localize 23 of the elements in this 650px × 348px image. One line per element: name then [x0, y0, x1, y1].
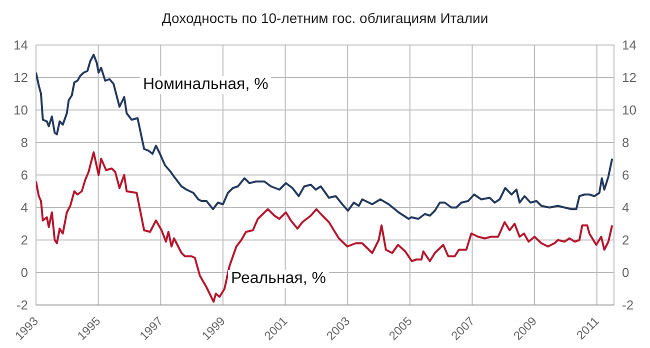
- chart-title: Доходность по 10-летним гос. облигациям Италии: [160, 10, 490, 26]
- y-tick-label: 8: [20, 135, 28, 150]
- y-tick-label: -2: [16, 298, 28, 313]
- y2-tick-label: 2: [622, 232, 630, 248]
- y-tick-label: 14: [14, 38, 28, 53]
- y2-tick-label: 4: [622, 200, 630, 216]
- line-series: [36, 54, 614, 220]
- y2-tick-label: -2: [622, 298, 634, 313]
- y2-tick-label: 6: [622, 168, 630, 183]
- y2-tick-label: 0: [622, 265, 630, 280]
- y-tick-label: 12: [14, 70, 28, 86]
- series-label: Номинальная, %: [140, 76, 272, 94]
- series-label: Реальная, %: [228, 270, 329, 288]
- y2-tick-label: 14: [622, 38, 636, 53]
- y-tick-label: 10: [14, 102, 28, 118]
- y2-tick-label: 8: [622, 135, 630, 150]
- y-tick-label: 0: [20, 265, 28, 280]
- y-tick-label: 4: [20, 200, 28, 216]
- y2-tick-label: 12: [622, 70, 636, 86]
- line-series: [36, 151, 614, 303]
- y-tick-label: 6: [20, 168, 28, 183]
- y-tick-label: 2: [20, 232, 28, 248]
- y2-tick-label: 10: [622, 102, 636, 118]
